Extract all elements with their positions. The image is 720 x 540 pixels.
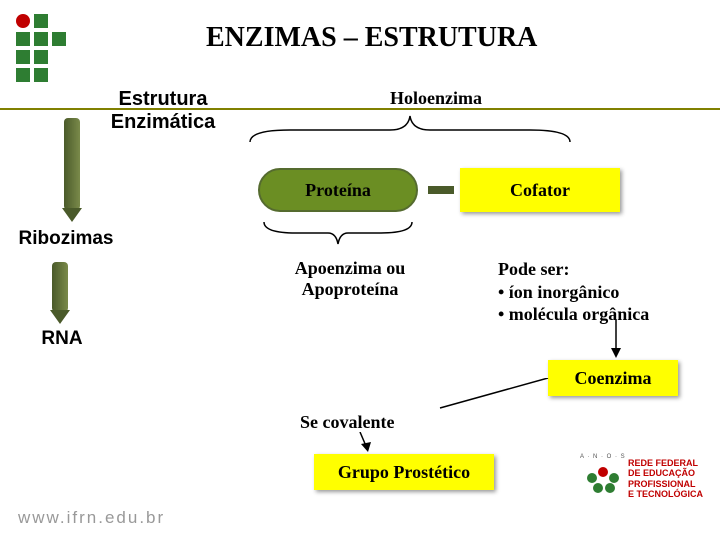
text-proteina: Proteína	[305, 180, 371, 201]
logo-ifrn	[16, 14, 70, 84]
label-rna: RNA	[32, 328, 92, 350]
label-estrutura-enzimatica: Estrutura Enzimática	[98, 88, 228, 134]
note-line2: • íon inorgânico	[498, 282, 619, 302]
arrow-se-to-grupo	[354, 432, 374, 454]
label-ribozimas: Ribozimas	[6, 228, 126, 250]
page-title: ENZIMAS – ESTRUTURA	[206, 22, 537, 54]
text-estrutura: Estrutura	[119, 88, 208, 110]
logo-l4: E TECNOLÓGICA	[628, 489, 703, 499]
arrow-coenzima-down	[420, 378, 550, 414]
text-cofator: Cofator	[510, 180, 570, 201]
note-pode-ser: Pode ser: • íon inorgânico • molécula or…	[498, 258, 698, 326]
box-coenzima: Coenzima	[548, 360, 678, 396]
box-cofator: Cofator	[460, 168, 620, 212]
text-apo2: Apoproteína	[302, 279, 399, 299]
logo-l2: DE EDUCAÇÃO	[628, 468, 695, 478]
arrow-to-coenzima	[606, 320, 626, 360]
brace-holoenzima	[240, 112, 580, 148]
arrow-head-1	[62, 208, 82, 222]
pill-proteina: Proteína	[258, 168, 418, 212]
text-coenzima: Coenzima	[575, 368, 652, 389]
logo-anos: A · N · O · S	[580, 454, 626, 460]
logo-l1: REDE FEDERAL	[628, 458, 698, 468]
brace-proteina	[256, 218, 420, 248]
arrow-ribozimas-to-rna	[52, 262, 68, 312]
text-enzimatica: Enzimática	[111, 111, 215, 133]
text-grupo: Grupo Prostético	[338, 462, 470, 483]
arrow-estrutura-to-ribozimas	[64, 118, 80, 210]
label-apoenzima: Apoenzima ou Apoproteína	[280, 258, 420, 299]
note-line3: • molécula orgânica	[498, 304, 649, 324]
box-grupo-prostetico: Grupo Prostético	[314, 454, 494, 490]
arrow-head-2	[50, 310, 70, 324]
logo-l3: PROFISSIONAL	[628, 479, 696, 489]
note-line1: Pode ser:	[498, 259, 569, 279]
label-se-covalente: Se covalente	[300, 412, 394, 433]
logo-rede-federal: A · N · O · S REDE FEDERAL DE EDUCAÇÃO P…	[580, 452, 710, 532]
text-apo1: Apoenzima ou	[295, 258, 406, 278]
footer-url: www.ifrn.edu.br	[18, 508, 165, 528]
label-holoenzima: Holoenzima	[390, 88, 482, 109]
connector-dash	[428, 186, 454, 194]
